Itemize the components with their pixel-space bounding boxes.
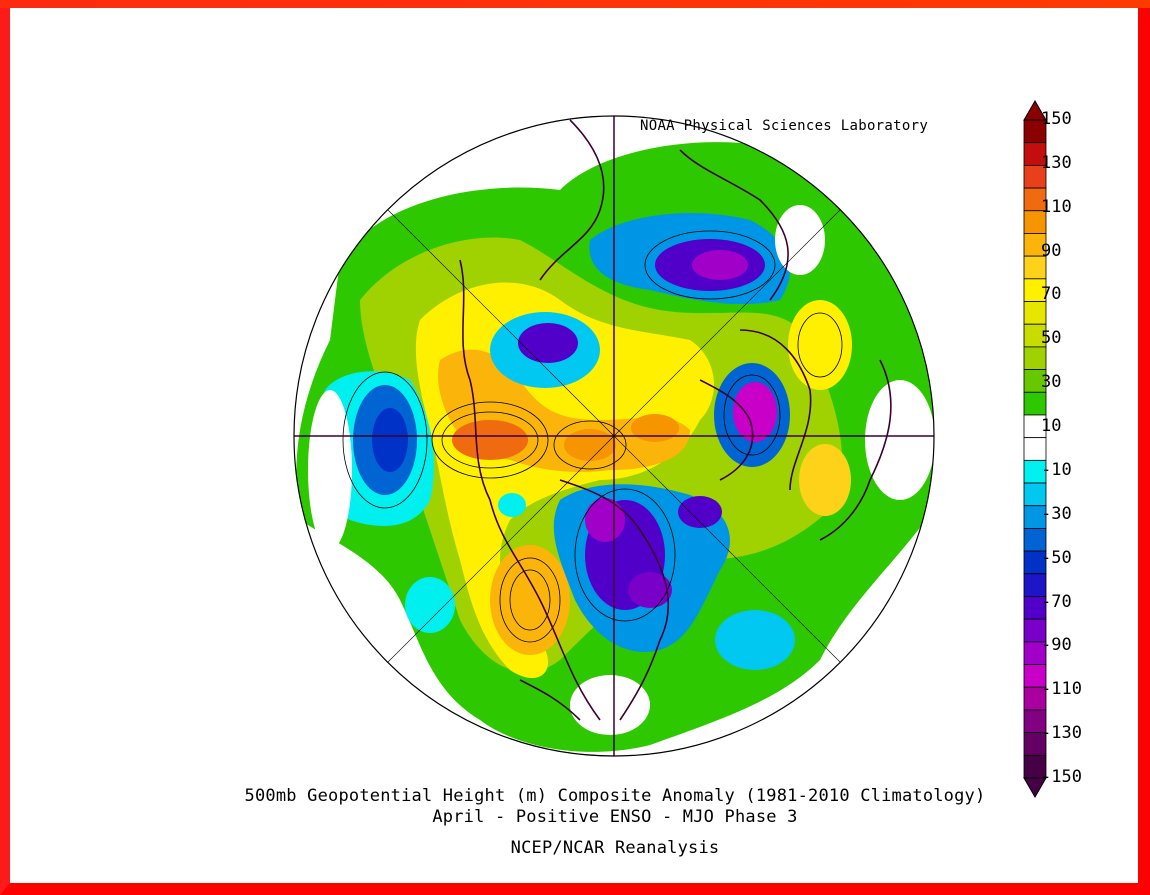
meridians: [387, 209, 841, 663]
colorbar-cell: [1023, 391, 1047, 416]
coastlines: [459, 119, 892, 721]
neutral-europe: [865, 380, 934, 500]
negative-small: [498, 493, 526, 517]
negative-atlantic: [715, 610, 795, 670]
colorbar-cell: [1023, 482, 1047, 507]
negative-arctic-center: [692, 250, 748, 280]
neutral-south: [570, 675, 650, 735]
colorbar-tick-label: -70: [1041, 591, 1072, 612]
colorbar-cell: [1023, 301, 1047, 325]
colorbar-cell: [1023, 346, 1047, 370]
colorbar-cell: [1023, 437, 1047, 461]
colorbar-tick-label: 130: [1041, 152, 1072, 173]
colorbar-tick-label: -110: [1041, 679, 1082, 700]
negative-scandinavia-core: [733, 382, 777, 442]
caption-source: NCEP/NCAR Reanalysis: [510, 838, 720, 858]
colorbar-tick-label: -150: [1041, 767, 1082, 787]
colorbar-tick-label: -10: [1041, 459, 1072, 480]
negative-alaska-core: [518, 323, 578, 363]
ridge-max-west: [452, 420, 528, 460]
colorbar-tick-label: 110: [1041, 196, 1072, 217]
colorbar-tick-label: -90: [1041, 635, 1072, 656]
negative-subtropic: [405, 577, 455, 633]
colorbar-tick-label: 30: [1041, 372, 1062, 393]
colorbar-tick-label: 10: [1041, 416, 1062, 437]
negative-hudson: [678, 496, 722, 528]
colorbar-tick-label: 150: [1041, 109, 1072, 129]
caption-title: 500mb Geopotential Height (m) Composite …: [244, 786, 986, 806]
ridge-south: [490, 545, 570, 655]
colorbar-cells: [1023, 119, 1047, 779]
colorbar-tick-label: -130: [1041, 723, 1082, 744]
ridge-europe-2: [799, 444, 851, 516]
neutral-west: [308, 390, 352, 550]
caption-subtitle: April - Positive ENSO - MJO Phase 3: [432, 807, 798, 827]
colorbar-tick-label: -30: [1041, 503, 1072, 524]
colorbar-tick-label: 50: [1041, 328, 1062, 349]
ridge-max-east: [631, 414, 679, 442]
colorbar-tick-label: 70: [1041, 284, 1062, 305]
colorbar-tick-label: 90: [1041, 240, 1062, 261]
contour-lines: [342, 230, 843, 643]
negative-na-south: [628, 572, 672, 608]
negative-na-center: [585, 498, 625, 542]
frame-top-edge: [0, 0, 1150, 8]
ridge-max-central: [564, 429, 616, 461]
colorbar-bottom-arrow: [1023, 777, 1047, 798]
map-boundary: [293, 115, 935, 757]
colorbar-tick-label: -50: [1041, 547, 1072, 568]
credit-label: NOAA Physical Sciences Laboratory: [640, 118, 929, 134]
negative-pacific-center: [372, 408, 408, 472]
colorbar-top-arrow: [1023, 100, 1047, 121]
